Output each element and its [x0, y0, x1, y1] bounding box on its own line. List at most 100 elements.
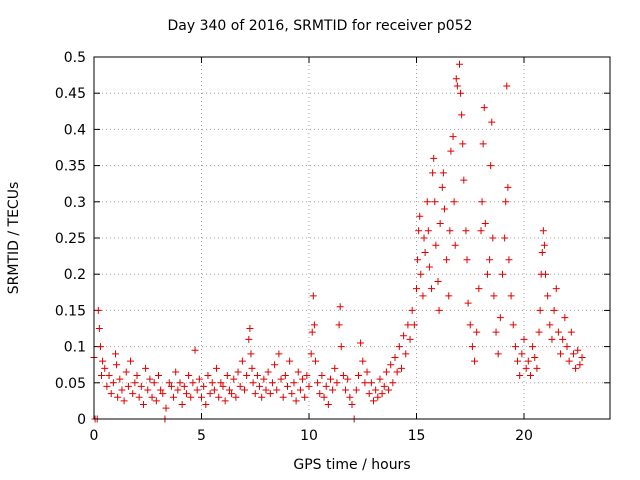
data-point: [522, 364, 530, 372]
data-point: [286, 357, 294, 365]
data-point: [223, 372, 231, 380]
data-point: [395, 343, 403, 351]
data-point: [95, 325, 103, 332]
data-point: [440, 205, 448, 213]
data-point: [542, 270, 549, 278]
data-point: [389, 379, 397, 387]
data-point: [574, 346, 582, 354]
data-point: [174, 386, 182, 394]
data-point: [378, 390, 386, 398]
data-point: [393, 368, 401, 376]
data-point: [251, 390, 259, 398]
y-tick-label: 0: [77, 412, 86, 428]
data-point: [271, 361, 279, 369]
y-tick-label: 0.2: [64, 267, 86, 283]
data-point: [572, 364, 580, 372]
data-point: [365, 390, 373, 398]
data-point: [208, 379, 216, 387]
data-point: [370, 397, 377, 405]
data-point: [273, 386, 281, 394]
data-point: [152, 397, 160, 405]
data-point: [533, 364, 541, 372]
data-point: [503, 82, 511, 90]
data-point: [139, 401, 147, 409]
data-point: [550, 306, 558, 314]
data-point: [540, 241, 548, 249]
data-point: [507, 292, 515, 300]
data-point: [221, 397, 229, 405]
data-point: [165, 379, 173, 387]
data-point: [98, 372, 106, 380]
data-point: [299, 375, 307, 383]
data-point: [559, 335, 567, 343]
data-point: [526, 372, 534, 380]
data-point: [112, 350, 119, 358]
data-point: [185, 372, 193, 380]
data-point: [415, 227, 423, 235]
data-point: [204, 372, 212, 380]
data-point: [410, 321, 418, 329]
data-point: [505, 256, 513, 264]
data-point: [206, 390, 214, 398]
data-point: [318, 372, 326, 380]
y-tick-label: 0.05: [55, 376, 86, 392]
data-point: [400, 332, 408, 340]
data-point: [301, 393, 309, 401]
data-point: [569, 350, 577, 358]
data-point: [258, 393, 266, 401]
data-point: [101, 364, 109, 372]
data-point: [430, 154, 438, 162]
data-point: [382, 368, 390, 376]
data-point: [96, 343, 104, 351]
data-point: [374, 393, 382, 401]
data-point: [406, 335, 414, 343]
data-point: [316, 390, 324, 398]
data-point: [260, 375, 268, 383]
data-point: [359, 357, 367, 365]
data-point: [450, 198, 458, 206]
data-point: [290, 379, 298, 387]
data-point: [230, 375, 238, 383]
data-point: [246, 325, 254, 332]
data-point: [292, 397, 300, 405]
chart-title: Day 340 of 2016, SRMTID for receiver p05…: [167, 18, 473, 34]
data-point: [159, 390, 167, 398]
data-point: [342, 386, 350, 394]
data-point: [479, 140, 487, 148]
y-tick-label: 0.15: [55, 303, 86, 319]
data-point: [215, 393, 223, 401]
data-point: [320, 393, 328, 401]
data-point: [195, 375, 203, 383]
data-point: [335, 321, 343, 329]
data-point: [187, 393, 195, 401]
data-point: [217, 379, 225, 387]
data-point: [424, 227, 432, 235]
data-point: [122, 368, 130, 376]
data-point: [247, 350, 255, 358]
data-point: [436, 220, 444, 228]
data-point: [423, 198, 431, 206]
data-point: [464, 299, 472, 307]
data-point: [397, 364, 405, 372]
data-point: [213, 364, 221, 372]
data-point: [499, 270, 506, 278]
data-point: [327, 375, 334, 383]
data-point: [275, 350, 283, 358]
data-point: [133, 372, 141, 380]
y-tick-label: 0.5: [64, 50, 86, 66]
data-point: [94, 306, 102, 314]
data-point: [531, 353, 539, 361]
data-point: [431, 198, 439, 206]
data-point: [193, 386, 201, 394]
y-tick-label: 0.45: [55, 86, 86, 102]
data-point: [504, 183, 512, 191]
data-point: [544, 292, 552, 300]
data-point: [109, 379, 117, 387]
data-point: [578, 353, 586, 361]
data-point: [225, 386, 233, 394]
data-point: [516, 372, 524, 380]
data-point: [114, 393, 122, 401]
data-point: [538, 248, 546, 256]
data-point: [514, 357, 522, 365]
